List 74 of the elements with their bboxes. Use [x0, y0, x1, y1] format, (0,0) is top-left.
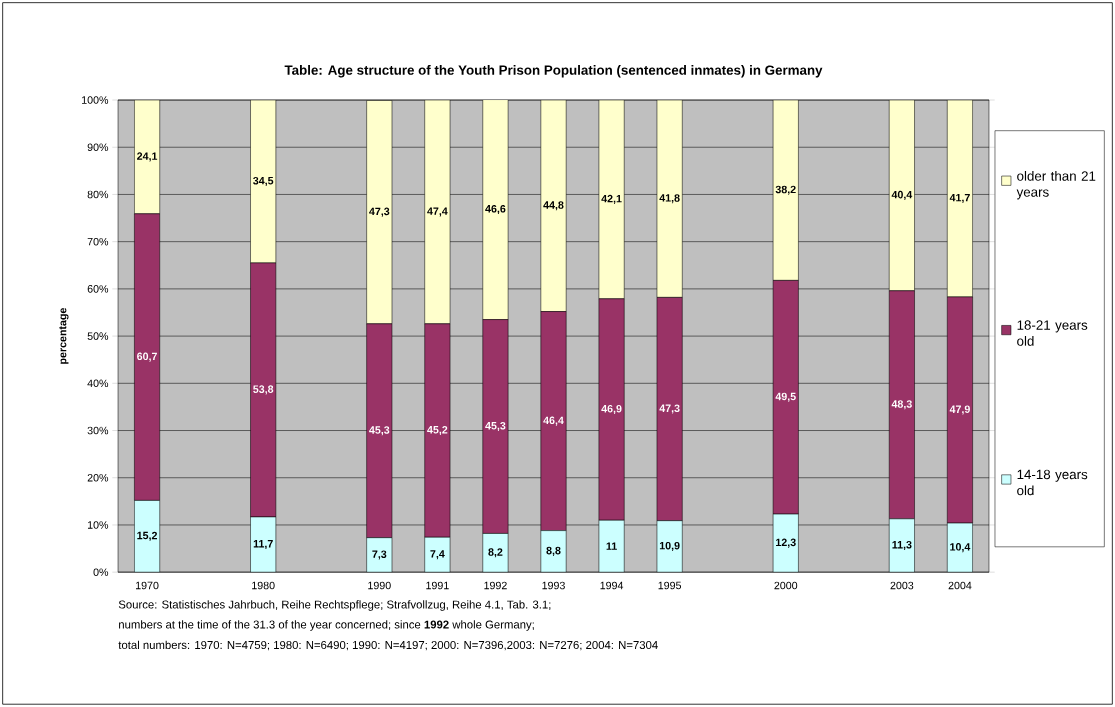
x-tick-label: 1994: [600, 581, 624, 590]
x-tick-label: 1991: [426, 581, 449, 590]
source-note: Source: Statistisches Jahrbuch, Reihe Rechtspflege; Strafvollzug, Reihe 4.1, Tab. 3.1;: [118, 600, 551, 611]
y-tick-label: 70%: [87, 237, 109, 246]
data-label: 45,3: [485, 422, 506, 432]
bar: [482, 100, 509, 320]
y-tick-label: 60%: [87, 285, 109, 293]
y-tick-label: 100%: [82, 96, 109, 104]
data-label: 47,9: [949, 405, 970, 415]
data-label: 11,7: [253, 540, 273, 550]
x-tick-label: 1990: [368, 581, 391, 590]
data-label: 49,5: [775, 392, 796, 402]
text: total numbers: 1970: N=4759; 1980: N=6490; 1990: N=4197; 2000: N=7396,2003: N=7276; 2004: N=7304: [118, 640, 658, 651]
data-label: 48,3: [891, 400, 912, 410]
bar: [947, 100, 973, 298]
data-label: 7,3: [372, 550, 387, 560]
data-label: 46,6: [485, 205, 506, 215]
data-label: 47,3: [369, 207, 390, 217]
bar: [656, 100, 683, 298]
bar: [888, 100, 915, 292]
data-label: 40,4: [891, 190, 913, 201]
y-tick-label: 30%: [87, 426, 109, 435]
legend-label: older than 21 years: [1016, 171, 1096, 200]
x-tick-label: 1980: [252, 581, 275, 590]
x-tick-label: 1970: [136, 581, 159, 590]
data-label: 11,3: [892, 541, 912, 551]
y-tick-label: 90%: [87, 143, 109, 152]
data-label: 41,8: [659, 194, 680, 204]
data-label: 12,3: [776, 538, 796, 548]
chart-title: Table: Age structure of the Youth Prison Population (sentenced inmates) in Germany: [284, 65, 823, 78]
data-label: 7,4: [430, 550, 445, 560]
y-tick-label: 40%: [87, 379, 109, 388]
data-label: 47,3: [659, 404, 680, 414]
data-label: 60,7: [137, 352, 157, 362]
data-label: 10,9: [659, 541, 680, 552]
x-tick-label: 1995: [658, 581, 682, 590]
data-label: 8,8: [546, 546, 561, 557]
data-label: 45,2: [427, 426, 448, 436]
data-label: 47,4: [427, 207, 448, 217]
y-tick-label: 20%: [87, 474, 109, 482]
data-label: 42,1: [601, 194, 622, 205]
x-tick-label: 2000: [774, 581, 798, 590]
bar: [424, 100, 451, 325]
data-label: 11: [606, 542, 617, 550]
data-label: 53,8: [253, 385, 274, 395]
x-tick-label: 2003: [890, 581, 914, 590]
data-label: 15,2: [137, 531, 158, 541]
data-label: 45,3: [369, 426, 390, 436]
data-label: 41,7: [949, 194, 970, 204]
data-label: 46,4: [543, 416, 564, 426]
y-tick-label: 50%: [87, 332, 109, 340]
bar: [134, 100, 161, 215]
y-tick-label: 80%: [87, 190, 109, 199]
bar: [540, 100, 567, 312]
data-label: 24,1: [137, 152, 158, 162]
data-label: 44,8: [543, 201, 564, 211]
x-tick-label: 2004: [948, 581, 972, 590]
bar: [366, 100, 393, 325]
legend-label: 18-21 years old: [1017, 320, 1088, 346]
bar: [250, 100, 277, 264]
legend-label: 14-18 years old: [1017, 469, 1088, 496]
y-tick-label: 0%: [93, 568, 109, 577]
data-label: 34,5: [253, 176, 274, 187]
y-tick-label: 10%: [87, 521, 109, 529]
y-axis-title: percentage: [59, 308, 69, 364]
x-tick-label: 1992: [484, 581, 507, 590]
data-label: 46,9: [601, 405, 622, 415]
data-label: 8,2: [488, 548, 503, 558]
x-tick-label: 1993: [542, 581, 565, 590]
data-label: 38,2: [775, 185, 796, 195]
bar: [598, 100, 625, 300]
text: numbers at the time of the 31.3 of the year concerned; since 1992 whole Germany;: [119, 620, 534, 631]
data-label: 10,4: [950, 543, 971, 553]
bar: [772, 100, 799, 281]
